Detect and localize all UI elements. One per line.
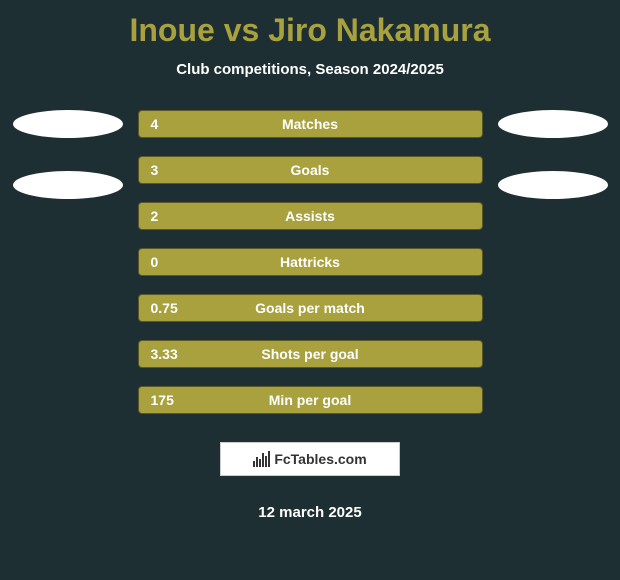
- player-indicator-left: [13, 171, 123, 199]
- page-title: Inoue vs Jiro Nakamura: [129, 12, 490, 49]
- content-area: 4 Matches 3 Goals 2 Assists 0 Hattricks …: [0, 110, 620, 414]
- stat-value: 0: [151, 254, 159, 270]
- stat-bar: 2 Assists: [138, 202, 483, 230]
- stat-bar: 3 Goals: [138, 156, 483, 184]
- stat-bar: 4 Matches: [138, 110, 483, 138]
- site-logo: FcTables.com: [220, 442, 400, 476]
- stat-bar: 175 Min per goal: [138, 386, 483, 414]
- left-column: [13, 110, 123, 199]
- stat-label: Shots per goal: [151, 346, 470, 362]
- stat-value: 175: [151, 392, 174, 408]
- right-column: [498, 110, 608, 199]
- stat-label: Hattricks: [151, 254, 470, 270]
- player-indicator-right: [498, 171, 608, 199]
- page-subtitle: Club competitions, Season 2024/2025: [176, 61, 444, 78]
- stat-value: 3.33: [151, 346, 178, 362]
- stat-bar: 3.33 Shots per goal: [138, 340, 483, 368]
- stat-value: 3: [151, 162, 159, 178]
- date-label: 12 march 2025: [258, 504, 361, 521]
- stat-bar: 0.75 Goals per match: [138, 294, 483, 322]
- stat-label: Goals: [151, 162, 470, 178]
- stat-label: Matches: [151, 116, 470, 132]
- stat-label: Min per goal: [151, 392, 470, 408]
- stat-bar: 0 Hattricks: [138, 248, 483, 276]
- logo-text: FcTables.com: [274, 451, 366, 467]
- stat-label: Goals per match: [151, 300, 470, 316]
- stats-column: 4 Matches 3 Goals 2 Assists 0 Hattricks …: [138, 110, 483, 414]
- stat-label: Assists: [151, 208, 470, 224]
- stat-value: 4: [151, 116, 159, 132]
- stat-value: 2: [151, 208, 159, 224]
- player-indicator-left: [13, 110, 123, 138]
- player-indicator-right: [498, 110, 608, 138]
- chart-icon: [253, 451, 270, 467]
- stat-value: 0.75: [151, 300, 178, 316]
